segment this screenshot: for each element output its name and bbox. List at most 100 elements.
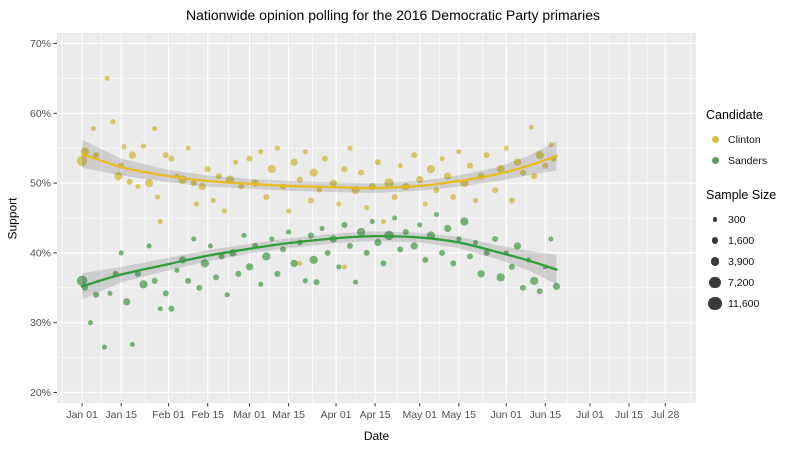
poll-point-clinton [274,145,280,151]
y-tick-label: 60% [30,108,51,120]
trend-line-sanders [80,234,558,288]
poll-point-clinton [286,208,292,214]
poll-point-sanders [483,249,490,256]
poll-point-sanders [466,253,473,260]
poll-point-sanders [324,249,331,256]
poll-point-sanders [245,263,254,271]
poll-point-sanders [319,225,325,232]
poll-point-clinton [347,145,353,151]
poll-point-clinton [411,152,418,159]
poll-point-sanders [374,238,382,247]
poll-point-sanders [262,252,271,261]
x-tick-label: Feb 01 [152,409,185,421]
poll-point-sanders [134,270,141,277]
poll-point-sanders [496,273,505,282]
poll-point-clinton [439,156,445,162]
x-tick-label: Apr 01 [321,409,352,421]
poll-point-clinton [193,201,200,207]
poll-point-sanders [397,246,404,253]
x-tick-label: Jun 15 [530,409,562,421]
poll-point-sanders [213,274,220,281]
poll-point-sanders [313,279,320,286]
poll-point-clinton [503,145,509,151]
candidate-dot-icon [711,157,719,164]
poll-point-clinton [233,159,239,165]
poll-point-sanders [341,221,348,228]
poll-point-sanders [369,218,375,225]
x-tick-label: Jul 15 [615,409,643,421]
poll-point-clinton [456,149,462,155]
poll-point-sanders [336,264,342,270]
poll-point-clinton [444,172,452,180]
poll-point-clinton [496,165,505,174]
poll-point-clinton [185,145,191,151]
poll-point-clinton [290,158,298,166]
sample-size-dot-icon [709,276,721,289]
trend-line-clinton [80,152,558,190]
poll-point-clinton [422,201,428,207]
poll-point-clinton [535,151,544,160]
poll-point-sanders [118,250,124,256]
confidence-band-sanders [82,231,557,300]
y-tick-label: 30% [30,317,51,329]
poll-point-sanders [353,279,359,285]
poll-point-clinton [76,155,88,166]
poll-point-sanders [93,291,100,298]
poll-point-clinton [492,187,499,194]
poll-point-clinton [126,178,133,185]
y-tick-label: 20% [30,387,51,399]
legend-item-size-3900: 3,900 [706,251,810,272]
poll-point-clinton [114,171,123,181]
poll-point-clinton [321,155,328,162]
poll-point-sanders [286,229,292,235]
poll-point-clinton [416,175,424,184]
legend-item-label: Clinton [728,133,761,146]
legend: Candidate Clinton Sanders Sample Size 300… [706,108,810,314]
legend-item-size-11600: 11,600 [706,293,810,314]
poll-point-sanders [456,236,462,242]
poll-point-sanders [433,211,440,218]
poll-point-sanders [174,267,180,273]
poll-point-sanders [269,236,275,242]
poll-point-clinton [154,194,160,200]
sample-size-dot-icon [710,257,720,266]
poll-point-clinton [140,143,147,149]
poll-point-clinton [110,119,116,125]
poll-point-clinton [198,182,206,191]
poll-point-clinton [267,165,276,174]
poll-point-clinton [508,197,515,204]
sample-size-dot-icon [708,296,722,311]
poll-point-sanders [492,235,499,242]
x-tick-label: May 15 [442,409,477,421]
poll-point-sanders [191,236,197,242]
legend-item-label: 1,600 [728,234,755,247]
poll-point-clinton [296,176,303,183]
poll-point-sanders [280,246,287,253]
poll-point-clinton [215,173,222,180]
poll-point-clinton [210,198,216,204]
poll-point-clinton [168,155,175,162]
y-tick-label: 70% [30,38,51,50]
legend-item-label: 300 [728,213,746,226]
poll-point-clinton [531,173,538,180]
poll-point-clinton [374,159,381,166]
poll-point-sanders [302,278,308,284]
poll-point-sanders [307,232,314,239]
poll-point-sanders [417,222,423,228]
x-tick-label: Apr 15 [360,409,391,421]
poll-point-clinton [302,149,308,155]
legend-item-size-7200: 7,200 [706,272,810,293]
poll-point-clinton [263,194,270,201]
y-tick-label: 40% [30,247,51,259]
poll-point-clinton [121,144,127,150]
poll-point-clinton [90,126,96,132]
poll-point-sanders [146,243,152,249]
poll-point-sanders [444,224,452,233]
legend-item-sanders: Sanders [706,150,810,171]
legend-candidate-title: Candidate [706,108,763,122]
poll-point-clinton [307,197,314,204]
poll-point-clinton [104,75,110,81]
y-axis-title: Support [5,197,20,240]
poll-point-sanders [530,276,539,285]
